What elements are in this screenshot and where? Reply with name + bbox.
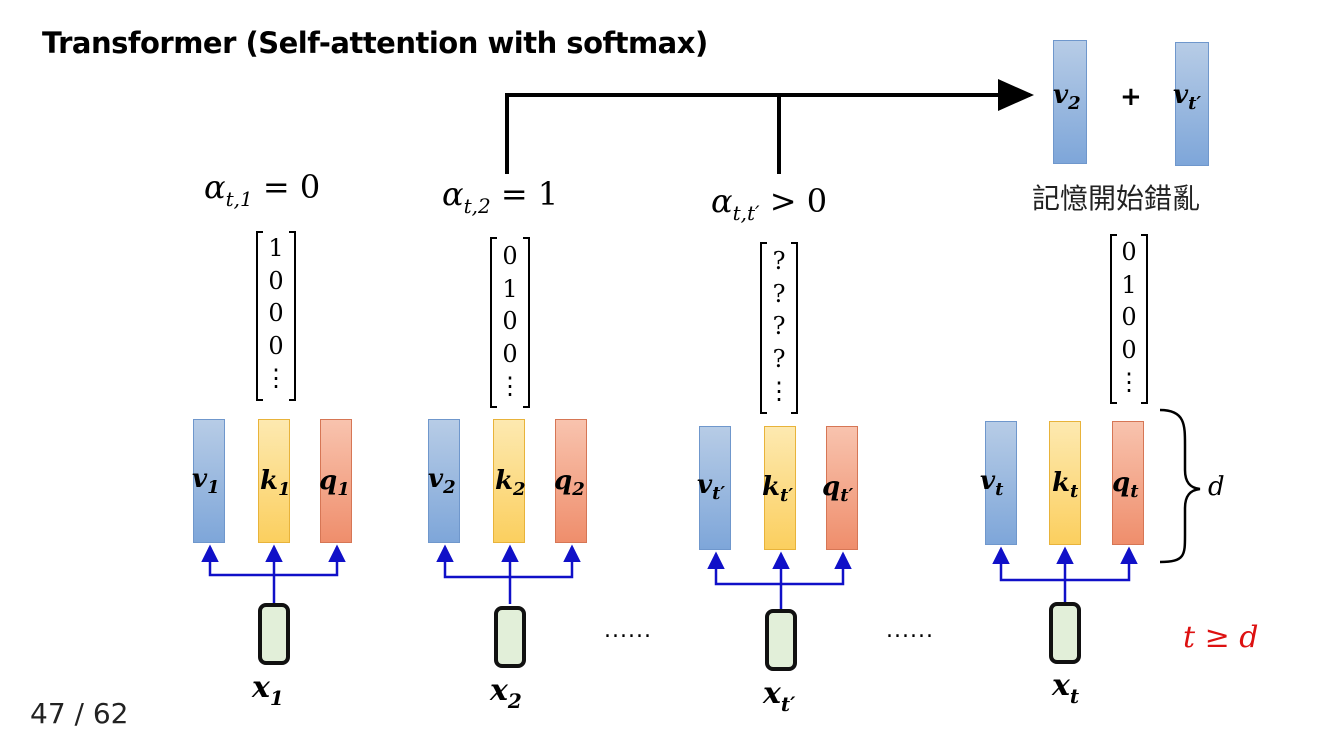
- key-bar-1: [258, 419, 290, 543]
- attention-vector-1: 1 0 0 0 ⋮: [264, 234, 288, 392]
- input-label-3: xt′: [763, 676, 796, 716]
- query-label-3: qt′: [822, 472, 854, 506]
- key-label-3: kt′: [762, 472, 794, 506]
- key-label-4: kt: [1052, 468, 1079, 502]
- input-label-1: x1: [252, 670, 284, 710]
- vector-bracket-4: [1110, 234, 1148, 404]
- input-token-box-2: [494, 606, 526, 668]
- page-number: 47 / 62: [30, 697, 129, 730]
- input-token-box-4: [1049, 602, 1081, 664]
- attention-weight-2: αt,2 = 1: [442, 175, 559, 218]
- condition-text: t ≥ d: [1183, 620, 1259, 655]
- value-label-4: vt: [980, 466, 1004, 500]
- value-bar-2: [428, 419, 460, 543]
- key-label-2: k2: [495, 466, 526, 500]
- query-bar-1: [320, 419, 352, 543]
- vector-bracket-2: [490, 237, 530, 408]
- output-label-right: vt′: [1173, 80, 1202, 114]
- dimension-label: d: [1208, 472, 1225, 502]
- input-arrows-2: [436, 544, 581, 604]
- value-bar-1: [193, 419, 225, 543]
- value-label-2: v2: [428, 464, 456, 498]
- query-bar-4: [1112, 421, 1144, 545]
- vector-bracket-1: [256, 231, 296, 401]
- input-label-4: xt: [1052, 668, 1080, 708]
- input-arrows-4: [992, 546, 1138, 603]
- input-arrows-3: [707, 551, 852, 609]
- attention-weight-1: αt,1 = 0: [204, 168, 321, 211]
- output-value-bar-left: [1053, 40, 1087, 164]
- input-label-2: x2: [490, 673, 522, 713]
- query-label-2: q2: [554, 466, 585, 500]
- query-bar-2: [555, 419, 587, 543]
- memory-confusion-note: 記憶開始錯亂: [1032, 182, 1201, 215]
- ellipsis-1: ......: [604, 618, 652, 643]
- weighted-sum-arrow: [505, 79, 1034, 174]
- value-bar-3: [699, 426, 731, 550]
- key-label-1: k1: [260, 466, 291, 500]
- dimension-brace: [1159, 408, 1201, 564]
- value-bar-4: [985, 421, 1017, 545]
- key-bar-4: [1049, 421, 1081, 545]
- attention-vector-3: ???? ⋮: [767, 247, 791, 405]
- value-label-1: v1: [192, 464, 220, 498]
- vector-bracket-3: [760, 242, 798, 414]
- key-bar-2: [493, 419, 525, 543]
- ellipsis-2: ......: [886, 618, 934, 643]
- output-value-bar-right: [1175, 42, 1209, 166]
- value-label-3: vt′: [697, 470, 726, 504]
- input-token-box-1: [258, 603, 290, 665]
- plus-sign: +: [1120, 82, 1142, 112]
- attention-vector-4: 0 1 0 0 ⋮: [1117, 238, 1141, 396]
- attention-weight-3: αt,t′ > 0: [711, 182, 828, 225]
- query-label-1: q1: [319, 466, 350, 500]
- input-token-box-3: [765, 609, 797, 671]
- output-label-left: v2: [1053, 80, 1081, 114]
- input-arrows-1: [201, 544, 346, 603]
- attention-vector-2: 0 1 0 0 ⋮: [498, 242, 522, 400]
- key-bar-3: [764, 426, 796, 550]
- query-label-4: qt: [1112, 468, 1139, 502]
- query-bar-3: [826, 426, 858, 550]
- slide-title: Transformer (Self-attention with softmax…: [42, 26, 708, 60]
